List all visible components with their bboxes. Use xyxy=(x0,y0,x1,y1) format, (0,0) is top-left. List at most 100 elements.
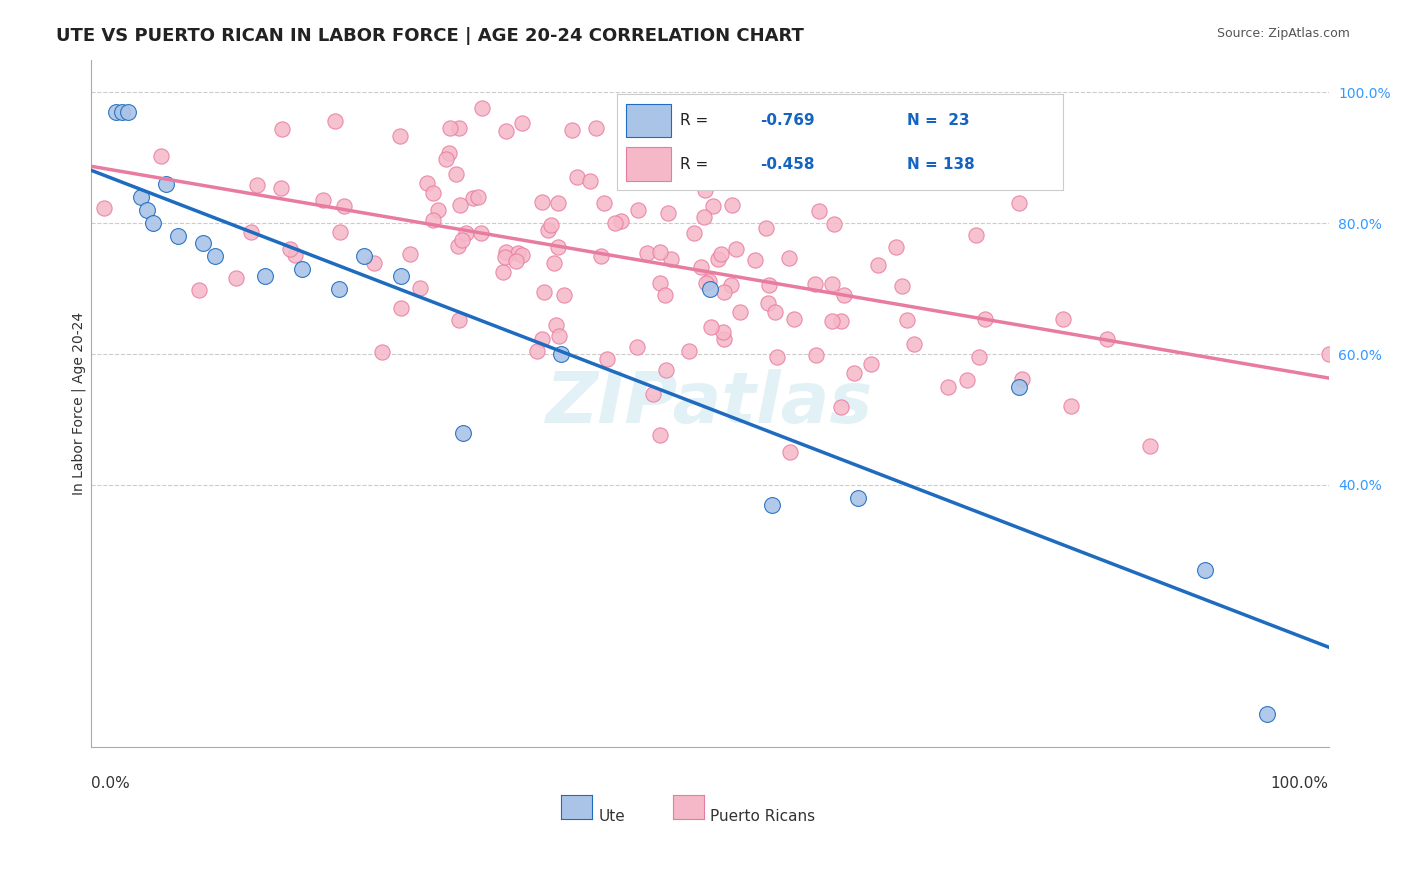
Point xyxy=(253,268,276,283)
Point xyxy=(533,285,555,299)
Point xyxy=(547,240,569,254)
Point xyxy=(388,128,411,143)
Point xyxy=(1008,195,1031,210)
Point xyxy=(117,105,139,120)
Point xyxy=(409,281,432,295)
Point xyxy=(721,198,744,212)
Point xyxy=(492,265,515,279)
Text: Source: ZipAtlas.com: Source: ZipAtlas.com xyxy=(1216,27,1350,40)
Point xyxy=(495,245,517,260)
Point xyxy=(449,313,471,327)
Point xyxy=(1052,311,1074,326)
Point xyxy=(707,252,730,266)
Point xyxy=(974,311,997,326)
Point xyxy=(389,301,412,315)
Point xyxy=(470,227,492,241)
Y-axis label: In Labor Force | Age 20-24: In Labor Force | Age 20-24 xyxy=(72,311,86,495)
Point xyxy=(821,277,844,291)
Point xyxy=(246,178,269,192)
Point xyxy=(626,340,648,354)
Point xyxy=(371,345,394,359)
Point xyxy=(150,149,173,163)
Point xyxy=(546,318,568,332)
Point xyxy=(537,223,560,237)
Point xyxy=(842,366,865,380)
Text: ZIPatlas: ZIPatlas xyxy=(547,368,873,438)
Point xyxy=(896,313,918,327)
Point xyxy=(683,226,706,240)
Point xyxy=(167,229,190,244)
Point xyxy=(755,220,778,235)
Point xyxy=(333,198,356,212)
Point xyxy=(823,217,845,231)
Point xyxy=(830,400,852,414)
Point xyxy=(508,246,530,260)
Point xyxy=(657,206,679,220)
Point xyxy=(710,247,733,261)
Point xyxy=(225,270,247,285)
Point xyxy=(1194,563,1216,577)
Point xyxy=(439,121,461,136)
Point xyxy=(553,288,575,302)
Point xyxy=(450,234,472,248)
Point xyxy=(1095,332,1118,346)
Point xyxy=(697,274,720,288)
Point xyxy=(328,282,350,296)
Point xyxy=(1317,347,1340,361)
Point xyxy=(655,363,678,377)
Point xyxy=(454,226,477,240)
Point xyxy=(437,145,460,160)
Point xyxy=(765,109,787,123)
Point xyxy=(690,260,713,275)
Point xyxy=(678,344,700,359)
Point xyxy=(778,251,800,265)
Point xyxy=(510,116,533,130)
Point xyxy=(610,214,633,228)
Point xyxy=(713,332,735,346)
Point xyxy=(353,249,375,263)
Point xyxy=(329,225,352,239)
Point xyxy=(111,105,134,120)
Point xyxy=(779,445,801,459)
Point xyxy=(129,190,152,204)
Point xyxy=(1008,380,1031,394)
Point xyxy=(648,428,671,442)
Point xyxy=(291,262,314,277)
Point xyxy=(1139,439,1161,453)
Point xyxy=(494,251,516,265)
Point xyxy=(585,120,607,135)
Point xyxy=(271,122,294,136)
Point xyxy=(711,326,734,340)
Point xyxy=(142,216,165,230)
Point xyxy=(744,253,766,268)
Point xyxy=(695,276,717,290)
Point xyxy=(890,278,912,293)
Point xyxy=(603,216,626,230)
Point xyxy=(578,173,600,187)
Point xyxy=(270,180,292,194)
Point xyxy=(415,177,437,191)
Point xyxy=(561,123,583,137)
Point xyxy=(969,350,991,364)
Point xyxy=(762,160,785,174)
Point xyxy=(323,114,346,128)
Point xyxy=(449,198,471,212)
Point xyxy=(526,344,548,359)
Point xyxy=(312,193,335,207)
Point xyxy=(1011,372,1033,386)
Point xyxy=(105,105,128,120)
Point xyxy=(756,296,779,310)
Point xyxy=(434,153,457,167)
Point xyxy=(748,98,770,112)
Point xyxy=(284,247,307,261)
Point xyxy=(884,240,907,254)
Point xyxy=(543,256,565,270)
Point xyxy=(702,199,724,213)
Point xyxy=(725,242,748,256)
Point xyxy=(155,177,177,191)
Point xyxy=(530,194,553,209)
Point xyxy=(444,167,467,181)
Text: 100.0%: 100.0% xyxy=(1271,776,1329,791)
Point xyxy=(659,252,682,267)
Point xyxy=(758,277,780,292)
